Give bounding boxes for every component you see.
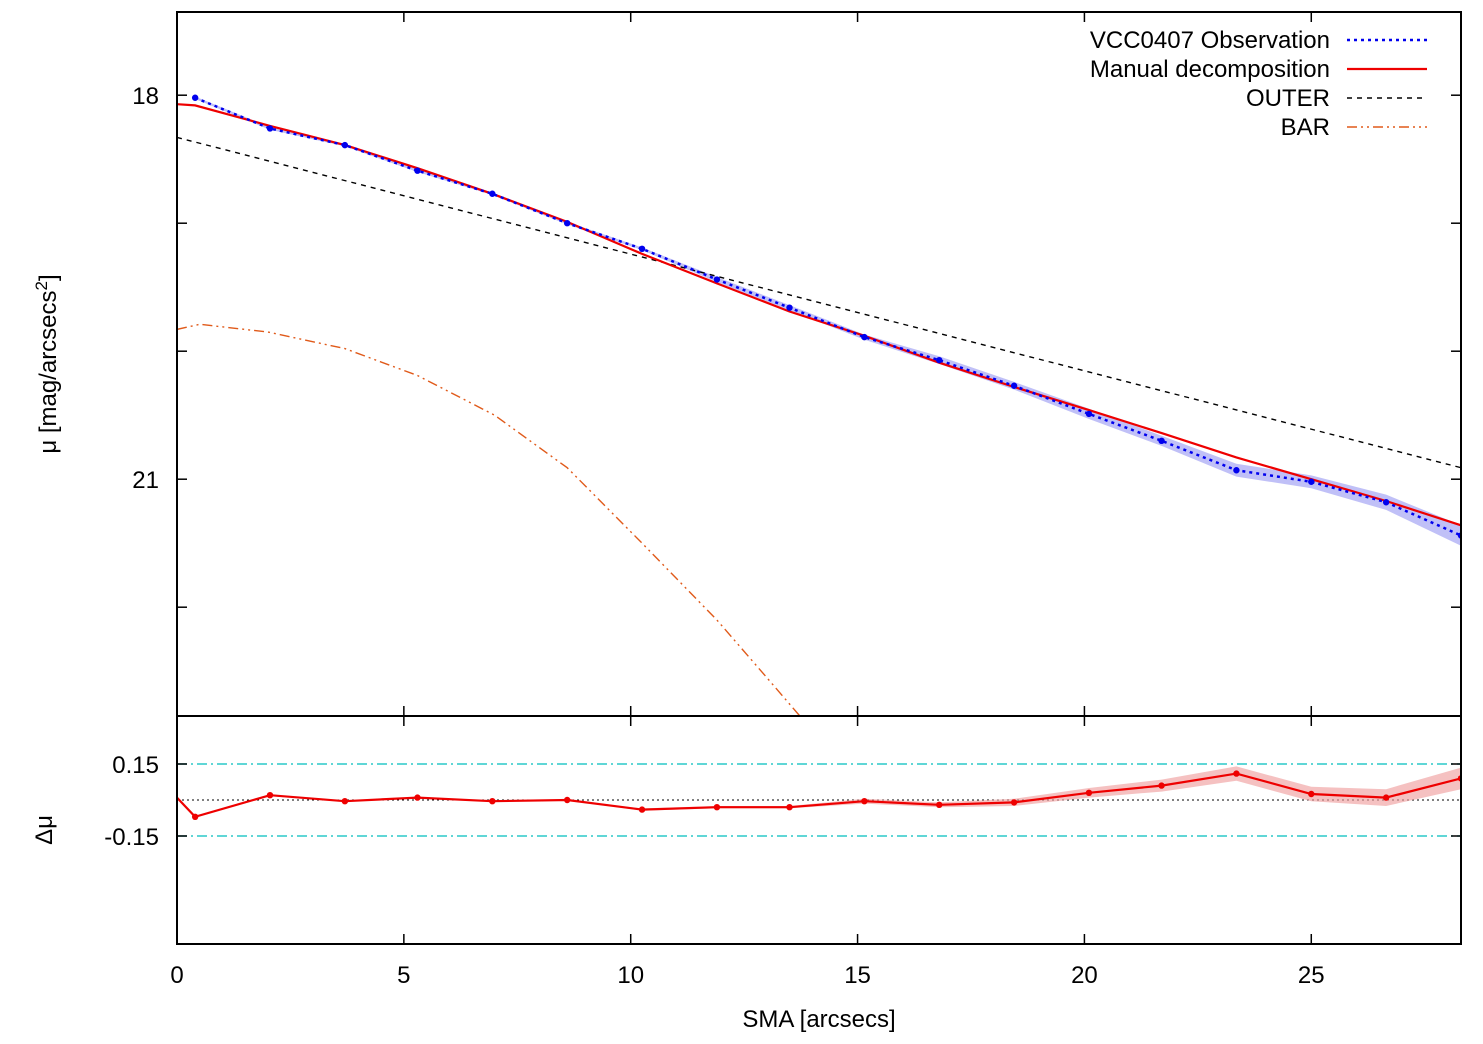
bottom-axis-ticks: 0.15 -0.15 0 5 10 15 20 25 — [104, 716, 1461, 989]
residual-point — [1233, 770, 1240, 777]
observation-point — [1382, 499, 1390, 506]
legend-label: VCC0407 Observation — [1090, 27, 1330, 54]
observation-point — [861, 333, 868, 341]
residual-point — [1085, 789, 1093, 796]
x-axis-label: SMA [arcsecs] — [742, 1006, 895, 1033]
observation-point — [638, 245, 646, 252]
observation-point — [936, 356, 943, 364]
residual-panel: 0.15 -0.15 0 5 10 15 20 25 Δμ SMA [arcsecs] — [31, 716, 1461, 1033]
y-axis-label-profile: μ [mag/arcsecs2] — [32, 274, 62, 453]
observation-point — [1010, 382, 1018, 389]
profile-frame — [176, 11, 1462, 717]
observation-point — [1233, 467, 1240, 474]
y-tick-label: 18 — [132, 83, 159, 110]
x-tick-label: 25 — [1298, 962, 1325, 989]
observation-point — [786, 304, 793, 311]
observation-point — [341, 141, 349, 149]
observation-point — [191, 94, 199, 101]
residual-point — [489, 798, 496, 805]
observation-point — [1158, 437, 1165, 444]
residual-point — [1382, 794, 1390, 801]
residual-point — [936, 801, 943, 808]
residual-frame — [176, 715, 1462, 945]
observation-point — [713, 276, 721, 283]
residual-point — [414, 794, 421, 801]
observation-point — [414, 167, 421, 174]
profile-plot-area — [177, 94, 1461, 716]
residual-point — [638, 806, 646, 813]
manual-decomposition-line — [177, 103, 1461, 527]
x-tick-label: 10 — [617, 962, 644, 989]
observation-error-band — [195, 96, 1461, 546]
residual-error-band — [177, 766, 1461, 817]
observation-point — [1308, 478, 1315, 485]
residual-point — [266, 792, 274, 799]
residual-point — [713, 804, 721, 811]
residual-point — [1010, 799, 1018, 806]
legend-label: BAR — [1281, 114, 1330, 141]
residual-point — [861, 798, 868, 805]
residual-point — [191, 813, 199, 820]
residual-point — [1158, 782, 1165, 789]
y-tick-label: 21 — [132, 467, 159, 494]
bar-component-line — [177, 323, 801, 716]
x-tick-label: 20 — [1071, 962, 1098, 989]
x-tick-label: 5 — [397, 962, 410, 989]
observation-point — [563, 220, 571, 227]
x-tick-label: 0 — [170, 962, 183, 989]
residual-point — [786, 804, 793, 811]
residual-point — [341, 798, 349, 805]
observation-point — [489, 190, 496, 197]
residual-y-tick-label: -0.15 — [104, 824, 159, 851]
observation-point — [266, 125, 274, 132]
residual-y-tick-label: 0.15 — [112, 752, 159, 779]
y-axis-label-residual: Δμ — [31, 815, 58, 845]
observation-point — [1085, 410, 1093, 418]
legend-label: OUTER — [1246, 85, 1330, 112]
residual-point — [1308, 790, 1315, 798]
x-tick-label: 15 — [844, 962, 871, 989]
legend-label: Manual decomposition — [1090, 56, 1330, 83]
residual-point — [563, 796, 571, 804]
residual-plot-area — [177, 763, 1461, 837]
outer-component-line — [177, 136, 1461, 469]
